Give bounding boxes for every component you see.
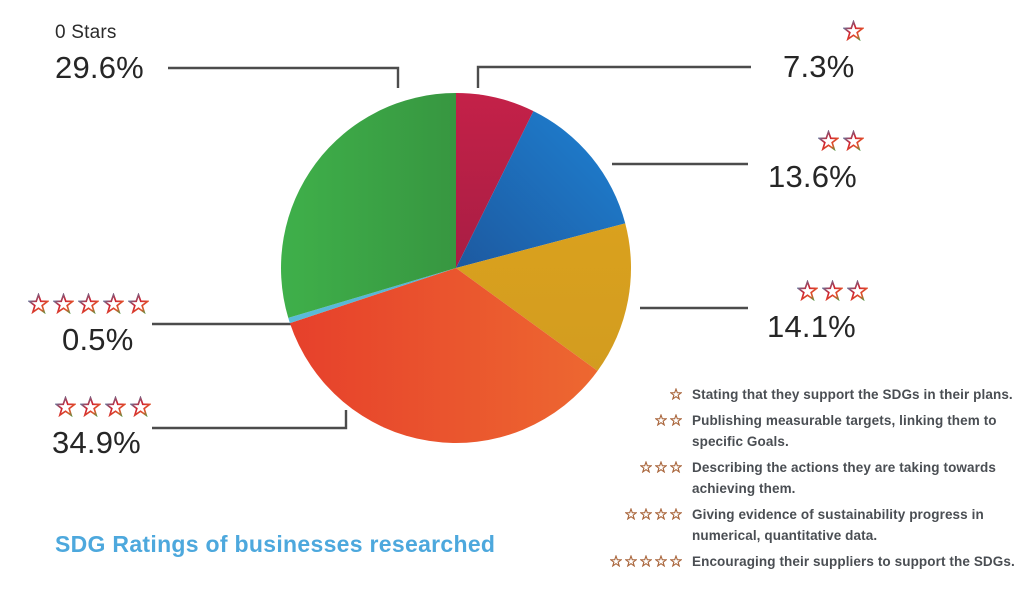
star-icon <box>655 414 667 426</box>
star-icon <box>55 396 76 417</box>
star-icon <box>80 396 101 417</box>
callout-1-star-value: 7.3% <box>783 49 855 84</box>
star-rating-4-icon <box>55 396 151 417</box>
leader-lines <box>152 65 751 430</box>
callout-3-stars: 14.1% <box>767 280 868 345</box>
star-rating-1-icon <box>843 20 864 41</box>
star-rating-2-icon <box>818 130 864 151</box>
legend-item-2-text: Publishing measurable targets, linking t… <box>692 413 997 449</box>
pie-slice-1-stars <box>456 93 534 268</box>
legend: Stating that they support the SDGs in th… <box>560 384 1020 577</box>
callout-4-stars-value: 34.9% <box>52 425 141 460</box>
callout-0-stars: 0 Stars 29.6% <box>55 22 144 86</box>
callout-3-stars-value: 14.1% <box>767 309 856 344</box>
leader-line-0-stars <box>168 66 400 88</box>
callout-5-stars-value: 0.5% <box>62 322 134 357</box>
star-icon <box>797 280 818 301</box>
star-icon <box>847 280 868 301</box>
leader-line-4-stars <box>152 410 348 430</box>
star-icon <box>103 293 124 314</box>
pie-slice-0-stars <box>281 93 456 318</box>
star-icon <box>818 130 839 151</box>
pie-slice-5-stars <box>288 268 456 324</box>
star-icon <box>28 293 49 314</box>
callout-2-stars-value: 13.6% <box>768 159 857 194</box>
star-icon <box>655 461 667 473</box>
legend-star-rating-4-icon <box>560 504 682 546</box>
legend-item-3-stars: Describing the actions they are taking t… <box>560 457 1020 499</box>
pie-slice-3-stars <box>456 223 632 371</box>
legend-star-rating-1-icon <box>560 384 682 405</box>
star-icon <box>128 293 149 314</box>
callout-4-stars: 34.9% <box>52 396 151 461</box>
legend-item-5-stars: Encouraging their suppliers to support t… <box>560 551 1020 572</box>
legend-item-5-text: Encouraging their suppliers to support t… <box>692 554 1015 569</box>
star-icon <box>670 461 682 473</box>
star-icon <box>655 508 667 520</box>
pie-slice-4-stars <box>289 268 598 443</box>
star-icon <box>655 555 667 567</box>
callout-2-stars: 13.6% <box>768 130 864 195</box>
legend-star-rating-5-icon <box>560 551 682 572</box>
legend-item-2-stars: Publishing measurable targets, linking t… <box>560 410 1020 452</box>
star-rating-5-icon <box>28 293 149 314</box>
legend-star-rating-2-icon <box>560 410 682 452</box>
star-rating-3-icon <box>797 280 868 301</box>
legend-item-4-text: Giving evidence of sustainability progre… <box>692 507 984 543</box>
star-icon <box>625 555 637 567</box>
star-icon <box>640 508 652 520</box>
legend-item-1-text: Stating that they support the SDGs in th… <box>692 387 1013 402</box>
star-icon <box>610 555 622 567</box>
callout-0-stars-value: 29.6% <box>55 50 144 85</box>
chart-title: SDG Ratings of businesses researched <box>55 531 496 557</box>
legend-item-1-star: Stating that they support the SDGs in th… <box>560 384 1020 405</box>
star-icon <box>640 461 652 473</box>
star-icon <box>640 555 652 567</box>
star-icon <box>670 414 682 426</box>
callout-5-stars: 0.5% <box>28 293 149 358</box>
star-icon <box>625 508 637 520</box>
star-icon <box>670 508 682 520</box>
star-icon <box>130 396 151 417</box>
star-icon <box>53 293 74 314</box>
legend-item-3-text: Describing the actions they are taking t… <box>692 460 996 496</box>
star-icon <box>843 20 864 41</box>
star-icon <box>105 396 126 417</box>
callout-0-stars-label: 0 Stars <box>55 22 117 43</box>
star-icon <box>843 130 864 151</box>
legend-star-rating-3-icon <box>560 457 682 499</box>
star-icon <box>670 388 682 400</box>
star-icon <box>670 555 682 567</box>
star-icon <box>78 293 99 314</box>
legend-item-4-stars: Giving evidence of sustainability progre… <box>560 504 1020 546</box>
callout-1-star: 7.3% <box>783 20 864 85</box>
leader-line-1-star <box>476 65 751 88</box>
pie-slice-2-stars <box>456 111 626 268</box>
star-icon <box>822 280 843 301</box>
